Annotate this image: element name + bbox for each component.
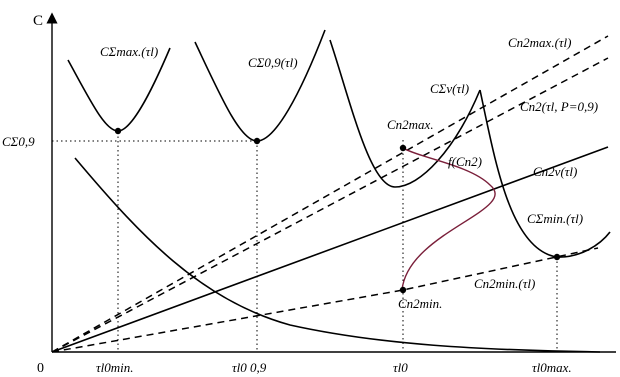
origin-label: 0 [37, 361, 44, 376]
y-tick-c-sigma-09: CΣ0,9 [2, 134, 35, 149]
x-tick-tau-l0: τl0 [393, 360, 408, 375]
y-axis-label: C [33, 13, 43, 29]
curve-c-sigma-v [329, 39, 481, 188]
label-c-sigma-min: CΣmin.(τl) [527, 211, 583, 226]
curve-c-sigma-max [67, 47, 171, 132]
point-c-sigma-min [553, 253, 561, 261]
label-c-sigma-v: CΣv(τl) [430, 81, 469, 96]
point-c-n2-min [399, 286, 407, 294]
label-c-n2-max-fn: Cn2max.(τl) [508, 35, 572, 50]
label-c-n2-min-fn: Cn2min.(τl) [474, 276, 535, 291]
label-f-cn2: f(Cn2) [448, 154, 482, 169]
curve-c-sigma-min [479, 89, 611, 258]
line-c-n2v [51, 146, 609, 353]
label-c-sigma-max: CΣmax.(τl) [100, 44, 158, 59]
decay-curve [74, 157, 601, 353]
line-c-n2-p09 [51, 57, 609, 353]
x-tick-tau-min: τl0min. [96, 360, 134, 375]
label-c-n2-max-point: Cn2max. [387, 117, 434, 132]
label-c-n2v: Cn2v(τl) [533, 164, 577, 179]
point-c-sigma-09-min [253, 137, 261, 145]
label-c-n2-min-point: Cn2min. [398, 296, 442, 311]
label-c-sigma-09: CΣ0,9(τl) [248, 55, 298, 70]
label-c-n2-p09: Cn2(τl, P=0,9) [520, 99, 598, 114]
point-c-sigma-max-min [114, 127, 122, 135]
x-tick-tau-max: τl0max. [532, 360, 572, 375]
curve-f-cn2 [401, 147, 496, 291]
x-tick-tau-09: τl0 0,9 [232, 360, 267, 375]
line-c-n2-min [51, 247, 599, 353]
curve-c-sigma-09 [194, 29, 326, 142]
point-c-n2-max [399, 144, 407, 152]
line-c-n2-max [51, 35, 609, 353]
